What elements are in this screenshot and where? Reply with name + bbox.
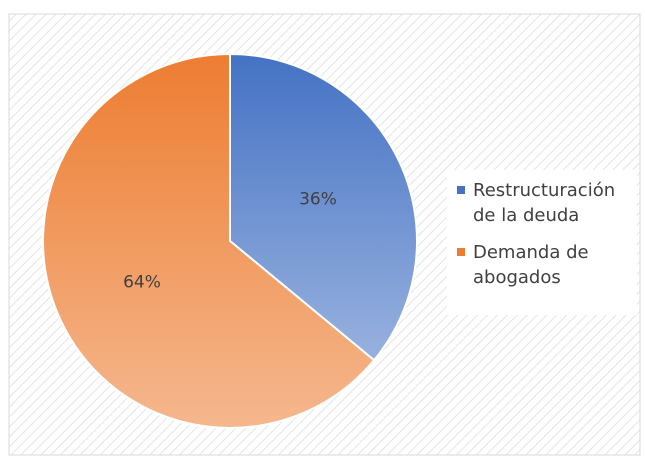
pie: 36% 64%	[42, 52, 418, 429]
legend-label: Demanda de abogados	[473, 242, 589, 288]
legend-entry: Demanda de abogados	[457, 240, 631, 290]
legend-label: Restructuración de la deuda	[473, 180, 616, 226]
legend-swatch	[457, 186, 465, 194]
data-label: 36%	[299, 190, 337, 210]
legend-swatch	[457, 248, 465, 256]
data-label: 64%	[123, 272, 161, 292]
legend: Restructuración de la deuda Demanda de ab…	[447, 170, 637, 315]
legend-entry: Restructuración de la deuda	[457, 178, 631, 228]
